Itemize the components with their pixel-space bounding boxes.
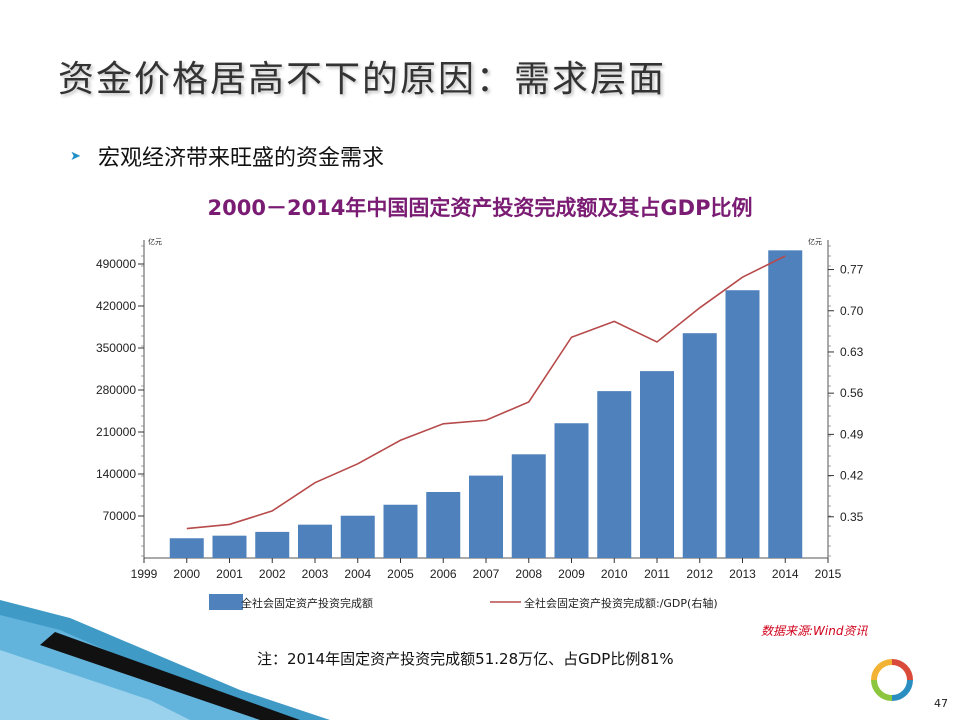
y2-tick-label: 0.63 [840, 345, 864, 359]
y-tick-label: 350000 [96, 341, 136, 355]
x-tick-label: 2008 [515, 567, 542, 581]
bar-2003 [298, 524, 332, 558]
bullet-arrow-icon: ➤ [70, 148, 81, 164]
bar-2010 [597, 391, 632, 558]
y2-tick-label: 0.42 [840, 469, 864, 483]
bar-2005 [383, 504, 418, 558]
x-tick-label: 2009 [558, 567, 585, 581]
bar-2007 [469, 475, 503, 558]
x-tick-label: 1999 [131, 567, 158, 581]
x-tick-label: 2006 [430, 567, 457, 581]
bar-2012 [682, 333, 717, 558]
y2-tick-label: 0.35 [840, 510, 864, 524]
y-tick-label: 210000 [96, 425, 136, 439]
bar-2001 [212, 535, 247, 558]
chart-title: 2000－2014年中国固定资产投资完成额及其占GDP比例 [207, 196, 753, 220]
bar-2008 [511, 454, 546, 558]
data-source: 数据来源:Wind资讯 [761, 624, 868, 638]
y-tick-label: 490000 [96, 257, 136, 271]
x-tick-label: 2003 [302, 567, 329, 581]
bar-2013 [725, 290, 760, 558]
ratio-line [186, 255, 786, 530]
x-tick-label: 2014 [772, 567, 799, 581]
x-tick-label: 2000 [173, 567, 200, 581]
bar-2002 [255, 531, 290, 558]
x-tick-label: 2015 [815, 567, 842, 581]
bullet-item: ➤ 宏观经济带来旺盛的资金需求 [70, 140, 384, 172]
page-number: 47 [934, 697, 948, 710]
x-tick-label: 2004 [344, 567, 371, 581]
y2-tick-label: 0.77 [840, 263, 864, 277]
bar-2009 [554, 423, 589, 558]
x-tick-label: 2012 [686, 567, 713, 581]
y2-tick-label: 0.70 [840, 304, 864, 318]
bullet-text: 宏观经济带来旺盛的资金需求 [98, 146, 385, 171]
right-axis-unit: 亿元 [808, 237, 822, 246]
x-tick-label: 2013 [729, 567, 756, 581]
x-tick-label: 2005 [387, 567, 414, 581]
x-tick-label: 2010 [601, 567, 628, 581]
chart-note: 注：2014年固定资产投资完成额51.28万亿、占GDP比例81% [257, 650, 674, 668]
y-tick-label: 420000 [96, 299, 136, 313]
y-tick-label: 280000 [96, 383, 136, 397]
legend-bar-swatch [209, 594, 243, 610]
y-tick-label: 70000 [103, 509, 137, 523]
x-tick-label: 2001 [216, 567, 243, 581]
bar-2014 [768, 250, 803, 559]
y2-tick-label: 0.49 [840, 427, 864, 441]
bar-2011 [640, 371, 674, 558]
bar-2000 [169, 538, 204, 558]
bar-2006 [426, 492, 461, 558]
x-tick-label: 2007 [473, 567, 500, 581]
legend-line-label: 全社会固定资产投资完成额:/GDP(右轴) [524, 596, 718, 610]
bar-2004 [340, 515, 375, 558]
logo-icon [871, 659, 913, 701]
y2-tick-label: 0.56 [840, 386, 864, 400]
legend-bar-label: 全社会固定资产投资完成额 [241, 596, 373, 610]
left-axis-unit: 亿元 [148, 237, 162, 246]
x-tick-label: 2002 [259, 567, 286, 581]
y-tick-label: 140000 [96, 467, 136, 481]
slide-title: 资金价格居高不下的原因：需求层面 [58, 59, 667, 100]
x-tick-label: 2011 [644, 567, 670, 581]
